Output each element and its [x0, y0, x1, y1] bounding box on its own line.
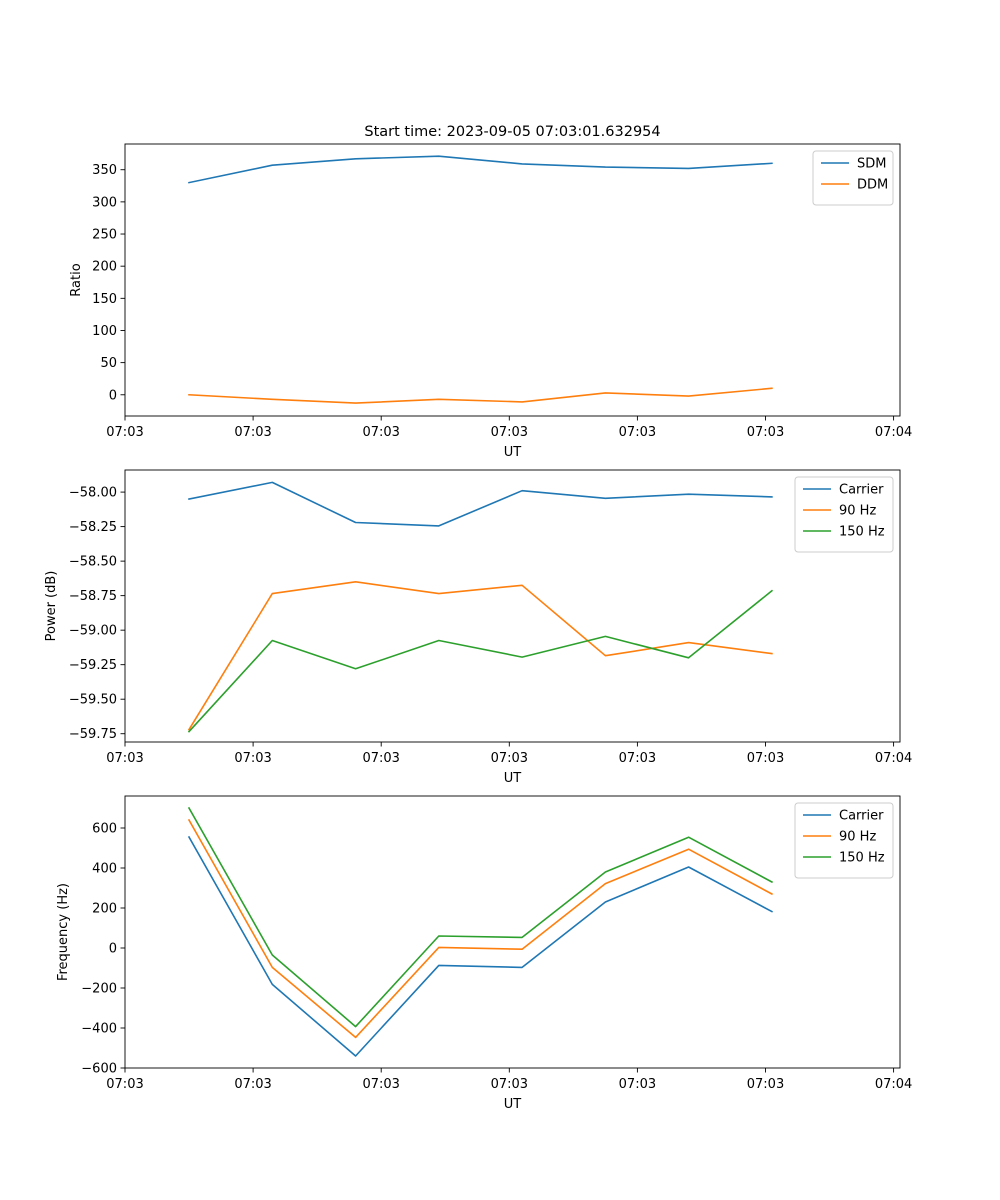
y-tick-label: −59.50	[69, 693, 117, 708]
y-axis-label: Ratio	[69, 263, 84, 296]
y-tick-label: −59.75	[69, 727, 117, 742]
legend-label: 150 Hz	[839, 525, 885, 540]
axes-frame	[124, 795, 901, 1069]
x-tick-label: 07:04	[875, 1077, 912, 1092]
x-tick-label: 07:03	[747, 1077, 784, 1092]
legend-label: SDM	[857, 157, 886, 172]
y-tick-label: −58.75	[69, 589, 117, 604]
legend-label: 90 Hz	[839, 504, 876, 519]
legend-label: Carrier	[839, 483, 884, 498]
y-tick-label: −59.25	[69, 658, 117, 673]
subplot-3: 07:03 07:03 07:03 07:03 07:03 07:03 07:04 −600 −…	[56, 795, 912, 1112]
x-tick-label: 07:03	[234, 1077, 271, 1092]
series-line-sdm	[188, 155, 773, 184]
x-tick-label: 07:03	[747, 751, 784, 766]
y-tick-label: 100	[92, 324, 117, 339]
x-tick-label: 07:03	[491, 1077, 528, 1092]
legend-label: Carrier	[839, 809, 884, 824]
legend-label: DDM	[857, 178, 888, 193]
y-tick-label: 0	[109, 942, 117, 957]
y-tick-label: 400	[92, 862, 117, 877]
y-tick-label: −59.00	[69, 624, 117, 639]
legend-box	[794, 802, 894, 879]
series-line-carrier	[187, 835, 773, 1057]
y-tick-label: −58.00	[69, 486, 117, 501]
x-tick-label: 07:03	[619, 751, 656, 766]
x-tick-label: 07:03	[106, 1077, 143, 1092]
series-line-carrier	[188, 481, 773, 527]
legend-box	[812, 150, 894, 206]
x-tick-label: 07:03	[106, 751, 143, 766]
subplot-2: 07:03 07:03 07:03 07:03 07:03 07:03 07:04 −58.0…	[44, 469, 912, 786]
axes-frame	[124, 469, 901, 743]
x-tick-label: 07:03	[362, 1077, 399, 1092]
y-tick-label: −400	[81, 1022, 117, 1037]
y-tick-label: 300	[92, 195, 117, 210]
x-tick-label: 07:04	[875, 751, 912, 766]
x-tick-label: 07:03	[362, 425, 399, 440]
legend-box	[794, 476, 894, 553]
y-axis-label: Power (dB)	[44, 571, 59, 642]
y-tick-label: 250	[92, 228, 117, 243]
x-tick-label: 07:03	[619, 1077, 656, 1092]
y-tick-label: 150	[92, 292, 117, 307]
y-tick-label: 600	[92, 822, 117, 837]
x-tick-label: 07:03	[234, 751, 271, 766]
chart-title: Start time: 2023-09-05 07:03:01.632954	[364, 124, 660, 140]
axes-frame	[124, 143, 901, 417]
x-tick-label: 07:03	[619, 425, 656, 440]
y-tick-label: 200	[92, 902, 117, 917]
legend: SDM DDM	[812, 150, 894, 206]
subplot-1: Start time: 2023-09-05 07:03:01.632954 07…	[69, 124, 912, 460]
legend: Carrier 90 Hz 150 Hz	[794, 476, 894, 553]
y-tick-label: −600	[81, 1062, 117, 1077]
x-tick-label: 07:03	[234, 425, 271, 440]
y-tick-label: 200	[92, 260, 117, 275]
y-tick-label: −58.25	[69, 520, 117, 535]
x-axis-label: UT	[504, 1097, 522, 1112]
x-tick-label: 07:03	[491, 425, 528, 440]
x-tick-label: 07:03	[106, 425, 143, 440]
series-line-150-hz	[187, 589, 774, 733]
series-line-90-hz	[187, 818, 773, 1039]
x-axis-label: UT	[504, 445, 522, 460]
y-tick-label: 0	[109, 388, 117, 403]
x-tick-label: 07:03	[491, 751, 528, 766]
legend: Carrier 90 Hz 150 Hz	[794, 802, 894, 879]
x-tick-label: 07:04	[875, 425, 912, 440]
legend-label: 150 Hz	[839, 851, 885, 866]
series-line-90-hz	[187, 580, 773, 731]
legend-label: 90 Hz	[839, 830, 876, 845]
y-tick-label: 350	[92, 163, 117, 178]
y-tick-label: 50	[100, 356, 117, 371]
y-tick-label: −58.50	[69, 555, 117, 570]
series-line-150-hz	[187, 806, 773, 1028]
series-line-ddm	[188, 387, 773, 404]
y-tick-label: −200	[81, 982, 117, 997]
x-axis-label: UT	[504, 771, 522, 786]
x-tick-label: 07:03	[362, 751, 399, 766]
y-axis-label: Frequency (Hz)	[56, 883, 71, 981]
x-tick-label: 07:03	[747, 425, 784, 440]
